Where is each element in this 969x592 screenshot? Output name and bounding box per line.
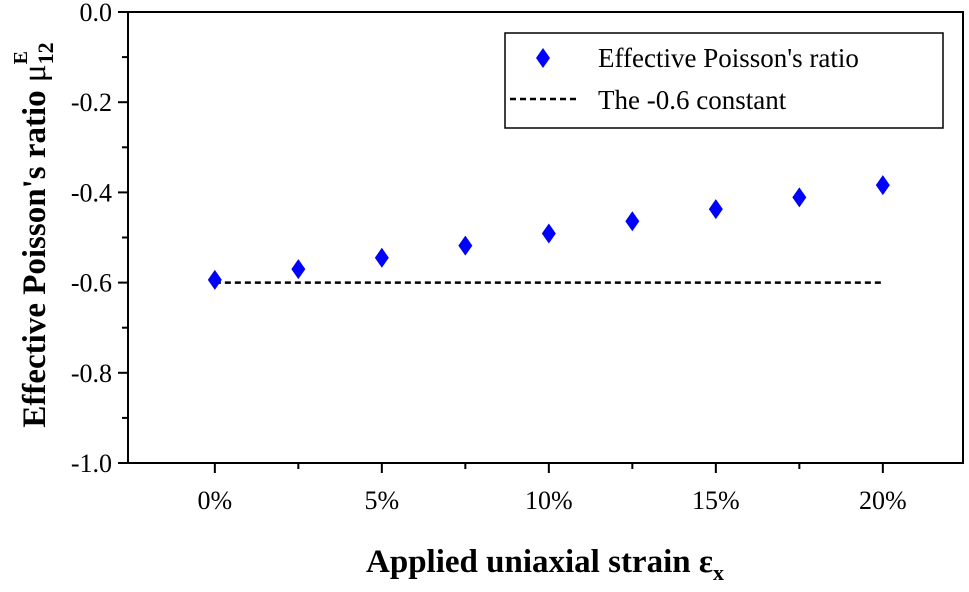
legend-label-series-1: Effective Poisson's ratio [598, 43, 859, 73]
y-axis-label: Effective Poisson's ratio μ12E [10, 42, 58, 427]
y-axis-subscript: 12 [33, 42, 58, 64]
y-axis-label-text: Effective Poisson's ratio [17, 90, 53, 427]
data-point-diamond [207, 269, 222, 290]
data-point-diamond [625, 211, 640, 232]
legend-label-series-2: The -0.6 constant [598, 85, 787, 115]
data-point-diamond [875, 175, 890, 196]
y-axis-symbol: μ [17, 64, 53, 82]
data-point-diamond [541, 223, 556, 244]
x-axis-symbol: ε [699, 544, 713, 580]
y-axis-superscript: E [10, 51, 32, 64]
data-point-diamond [458, 235, 473, 256]
data-point-diamond [374, 247, 389, 268]
y-tick-label: -0.8 [71, 359, 112, 388]
legend-diamond-marker [536, 48, 550, 68]
x-axis-subscript: x [713, 560, 724, 585]
legend-box [504, 32, 944, 129]
y-tick-label: 0.0 [80, 0, 113, 27]
x-axis-label-text: Applied uniaxial strain [366, 544, 691, 580]
x-axis-ticks: 0% 5% 10% 15% 20% [198, 463, 907, 515]
y-tick-label: -0.2 [71, 88, 112, 117]
data-point-diamond [708, 199, 723, 220]
series-layer [207, 175, 890, 290]
x-tick-label: 20% [859, 486, 907, 515]
y-tick-label: -1.0 [71, 449, 112, 478]
y-tick-label: -0.6 [71, 269, 112, 298]
y-tick-label: -0.4 [71, 178, 112, 207]
data-point-diamond [291, 259, 306, 280]
legend: Effective Poisson's ratio The -0.6 const… [504, 32, 944, 129]
x-tick-label: 10% [525, 486, 573, 515]
data-point-diamond [792, 187, 807, 208]
x-axis-label: Applied uniaxial strain εx [366, 544, 724, 585]
x-tick-label: 5% [365, 486, 400, 515]
y-axis-ticks: 0.0 -0.2 -0.4 -0.6 -0.8 -1.0 [71, 0, 128, 478]
x-tick-label: 15% [692, 486, 740, 515]
x-tick-label: 0% [198, 486, 233, 515]
